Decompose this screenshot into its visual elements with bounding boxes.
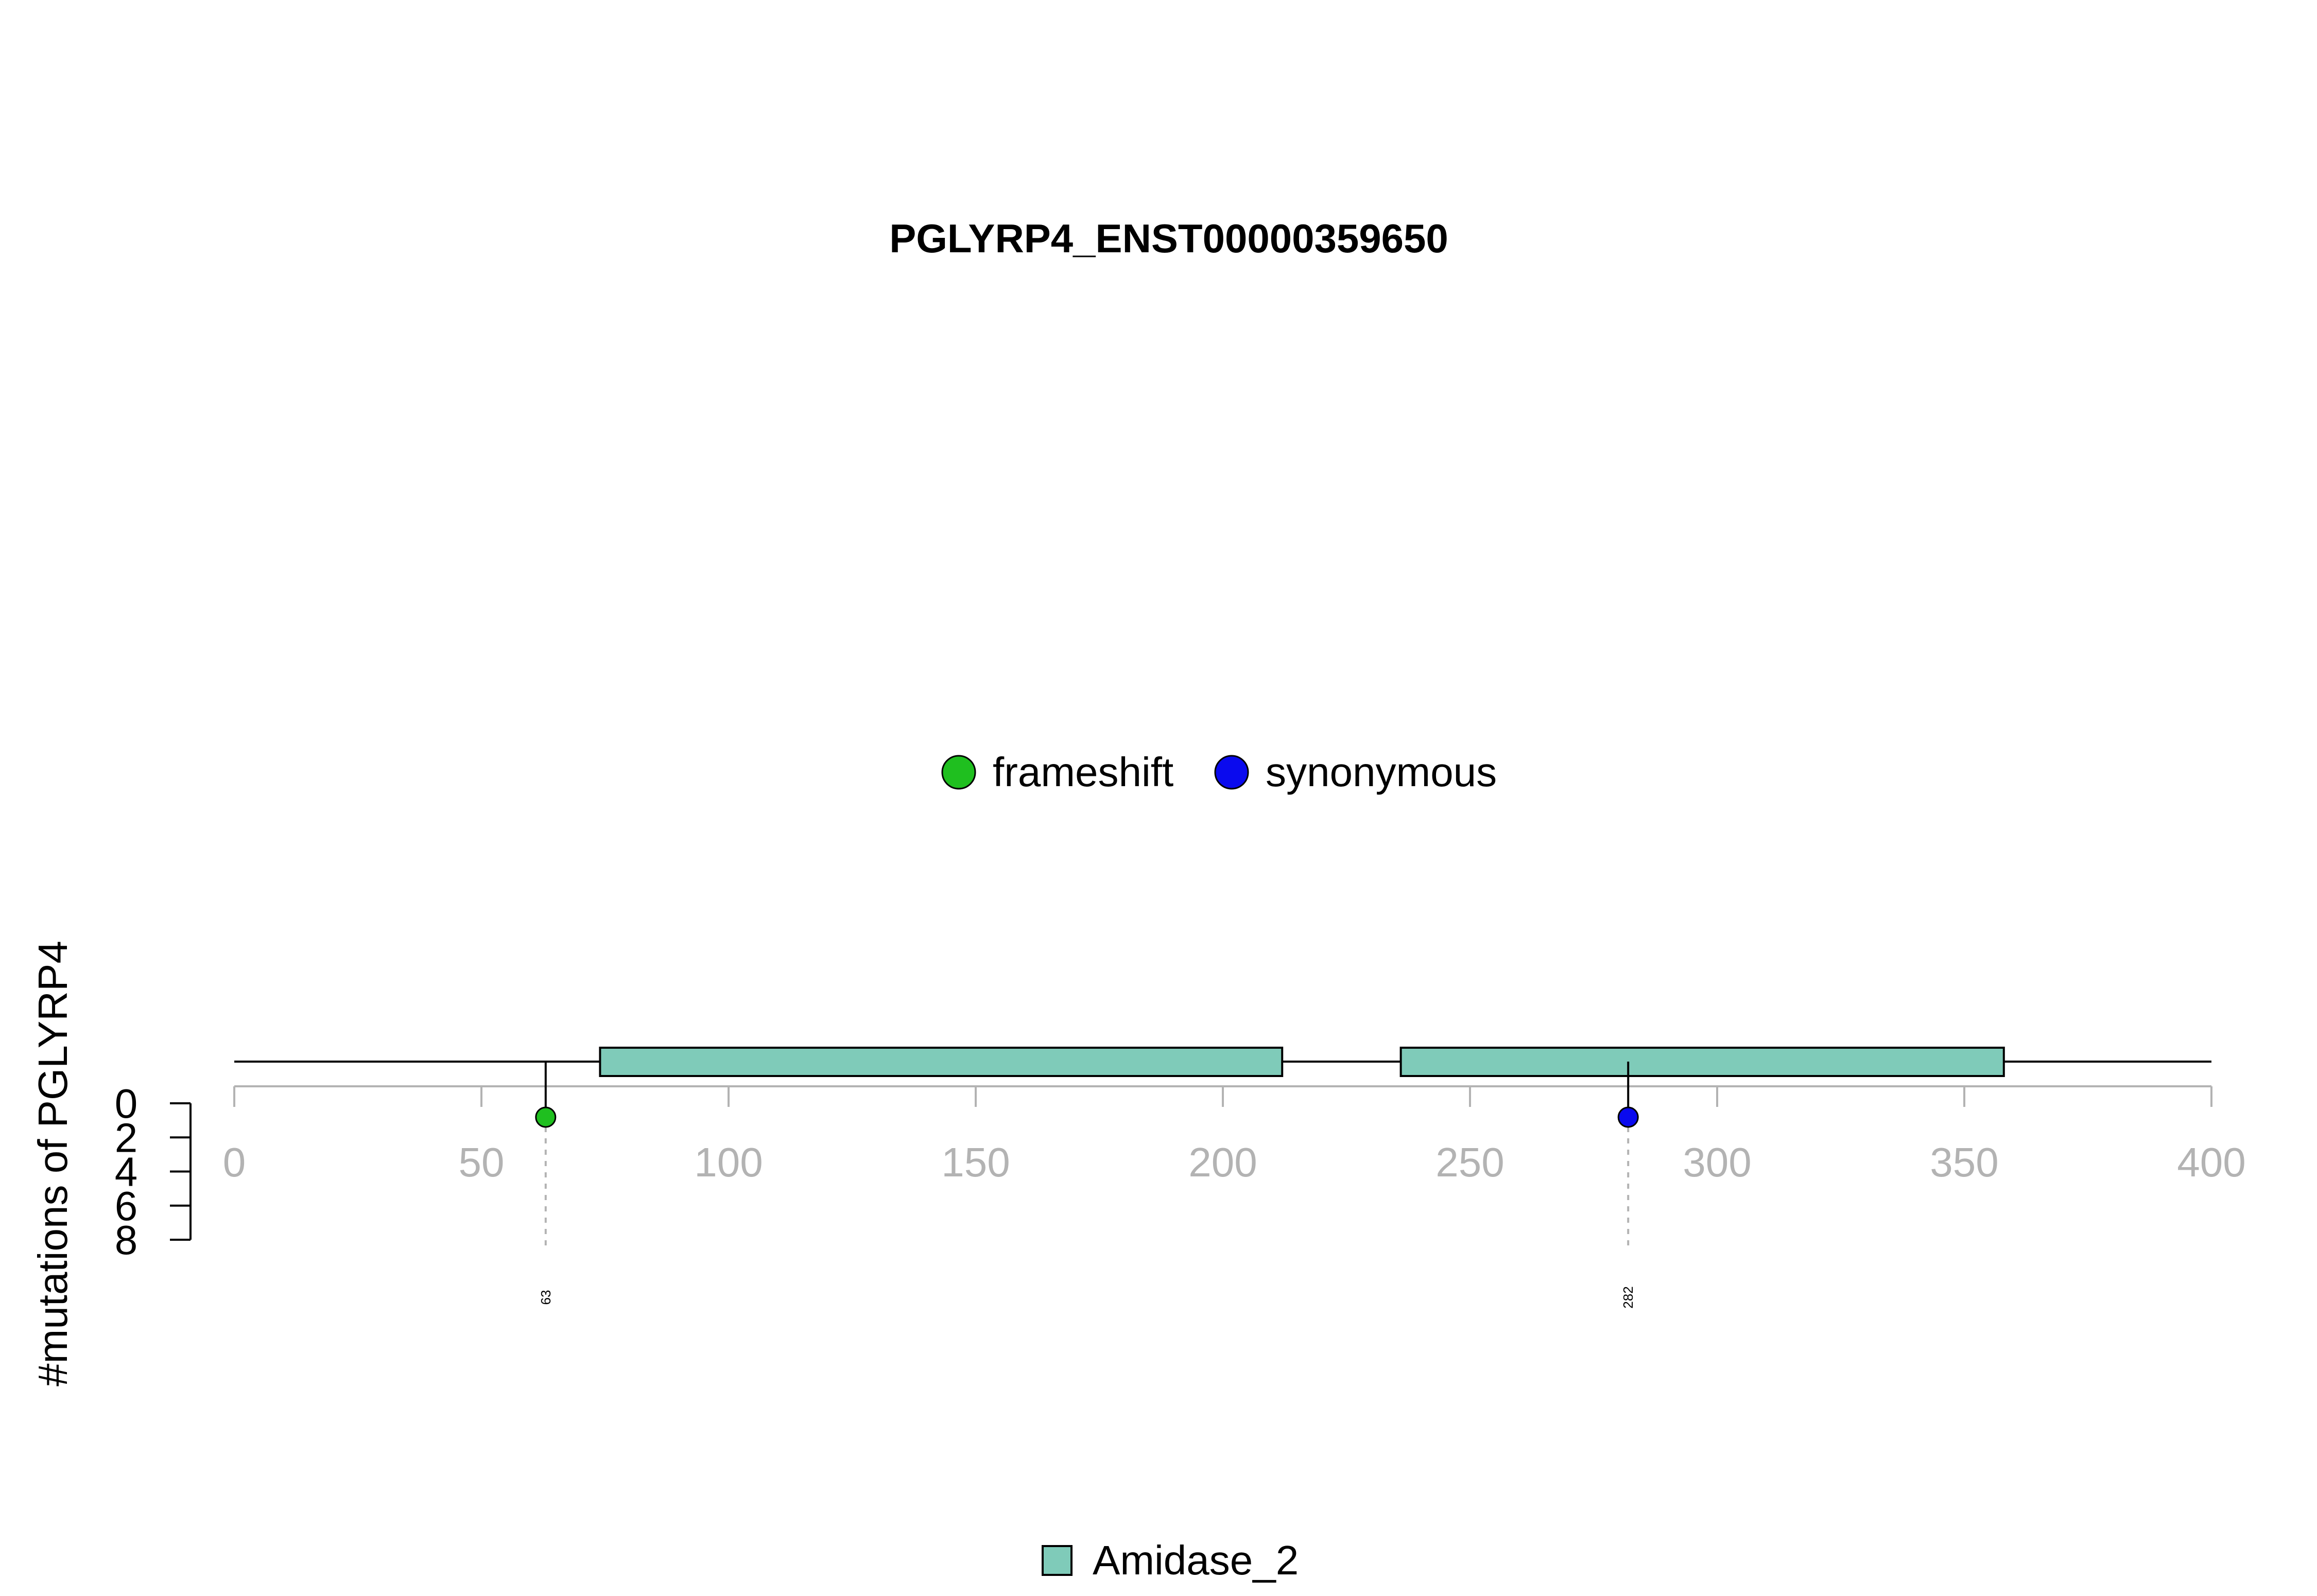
chart-title: PGLYRP4_ENST00000359650 (889, 216, 1448, 261)
mutation-head-63 (535, 1106, 557, 1128)
legend-amidase-2-label: Amidase_2 (1093, 1537, 1299, 1583)
y-tick-label-0: 0 (115, 1081, 138, 1126)
mutation-position-label-63: 63 (538, 1290, 554, 1305)
y-axis-label: #mutations of PGLYRP4 (30, 941, 76, 1386)
x-tick-label-300: 300 (1683, 1139, 1751, 1185)
domain-layer (599, 1047, 2005, 1077)
y-tick-label-8: 8 (115, 1217, 138, 1263)
x-tick-label-200: 200 (1188, 1139, 1257, 1185)
legend-amidase-2-swatch (1042, 1545, 1073, 1576)
x-tick-label-0: 0 (223, 1139, 246, 1185)
x-axis: 0 50 100 150 200 250 300 350 400 (223, 1085, 2246, 1185)
x-tick-label-50: 50 (459, 1139, 505, 1185)
x-tick-label-400: 400 (2177, 1139, 2245, 1185)
x-tick-label-350: 350 (1930, 1139, 1998, 1185)
mutation-legend: frameshift synonymous (941, 749, 1497, 795)
x-tick-label-250: 250 (1436, 1139, 1504, 1185)
y-tick-label-6: 6 (115, 1183, 138, 1229)
mutation-head-282 (1617, 1106, 1639, 1128)
domain-legend: Amidase_2 (1042, 1537, 1299, 1583)
x-tick-label-150: 150 (941, 1139, 1010, 1185)
legend-synonymous-marker (1214, 755, 1249, 790)
domain-Amidase_2-1 (599, 1047, 1284, 1077)
x-tick-label-100: 100 (694, 1139, 763, 1185)
domain-Amidase_2-2 (1399, 1047, 2005, 1077)
mutation-layer: 63 282 (535, 1062, 1639, 1309)
legend-frameshift-label: frameshift (993, 749, 1173, 795)
legend-synonymous-label: synonymous (1266, 749, 1497, 795)
y-tick-label-2: 2 (115, 1115, 138, 1160)
legend-frameshift-marker (941, 755, 976, 790)
mutation-position-label-282: 282 (1620, 1286, 1636, 1308)
y-tick-label-4: 4 (115, 1149, 138, 1195)
